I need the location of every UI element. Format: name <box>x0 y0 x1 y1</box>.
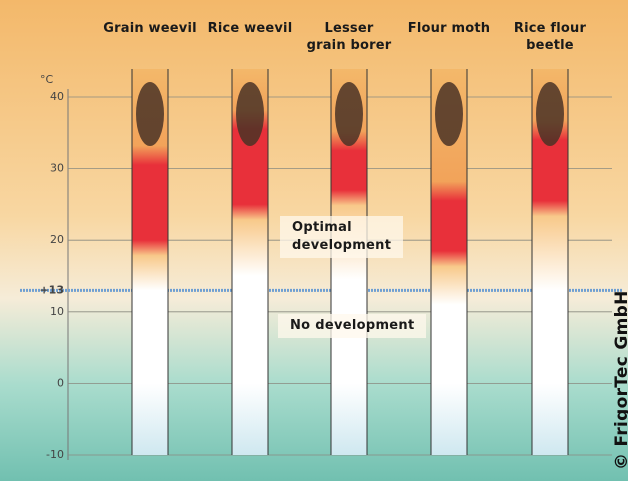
category-label: Rice weevil <box>195 20 305 37</box>
chart: °C -10 0 10 20 30 40 +13 Optimal development No… <box>0 0 628 481</box>
y-unit: °C <box>40 73 54 86</box>
insect-illustration <box>435 82 463 146</box>
category-label: Flour moth <box>394 20 504 37</box>
credit: © FrigorTec GmbH <box>612 290 628 470</box>
y-tick-label: 30 <box>50 162 64 175</box>
y-tick-label: 40 <box>50 90 64 103</box>
annotation: Optimal development <box>280 216 403 258</box>
y-tick-label: 0 <box>57 376 64 389</box>
category-label: Rice flour beetle <box>495 20 605 54</box>
y-tick-label: 10 <box>50 305 64 318</box>
category-label: Grain weevil <box>95 20 205 37</box>
y-tick-label: -10 <box>46 448 64 461</box>
category-label: Lesser grain borer <box>294 20 404 54</box>
annotation: No development <box>278 314 426 338</box>
reference-label: +13 <box>39 283 64 296</box>
insect-illustration <box>536 82 564 146</box>
insect-illustration <box>236 82 264 146</box>
y-tick-label: 20 <box>50 233 64 246</box>
insect-illustration <box>136 82 164 146</box>
insect-illustration <box>335 82 363 146</box>
